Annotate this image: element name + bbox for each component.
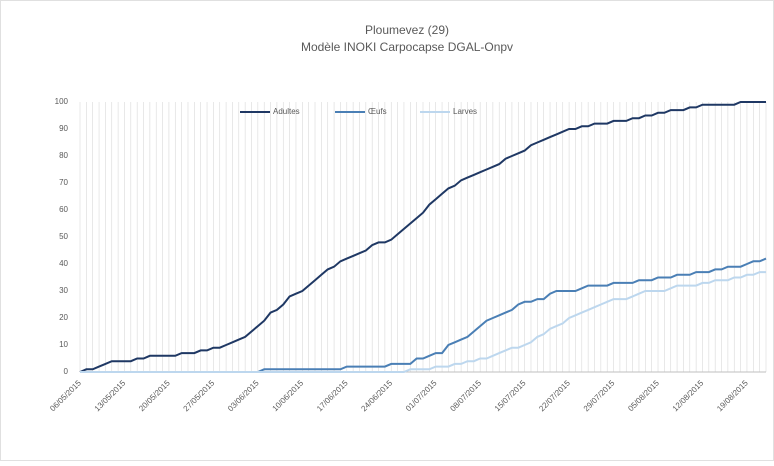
y-tick-label: 100 [55, 97, 69, 106]
series-line [79, 101, 766, 373]
y-tick-label: 50 [59, 232, 68, 241]
chart-title: Ploumevez (29) [365, 23, 449, 37]
legend-label: Larves [453, 107, 477, 116]
chart-subtitle: Modèle INOKI Carpocapse DGAL-Onpv [301, 40, 513, 54]
y-tick-label: 90 [59, 124, 68, 133]
y-tick-label: 30 [59, 286, 68, 295]
legend-label: Adultes [273, 107, 300, 116]
y-tick-label: 40 [59, 259, 68, 268]
series-line [80, 271, 766, 373]
y-tick-label: 80 [59, 151, 68, 160]
y-tick-label: 10 [59, 340, 68, 349]
y-tick-label: 0 [64, 367, 69, 376]
legend-label: Œufs [368, 107, 387, 116]
y-tick-label: 20 [59, 313, 68, 322]
y-tick-label: 70 [59, 178, 68, 187]
y-tick-label: 60 [59, 205, 68, 214]
